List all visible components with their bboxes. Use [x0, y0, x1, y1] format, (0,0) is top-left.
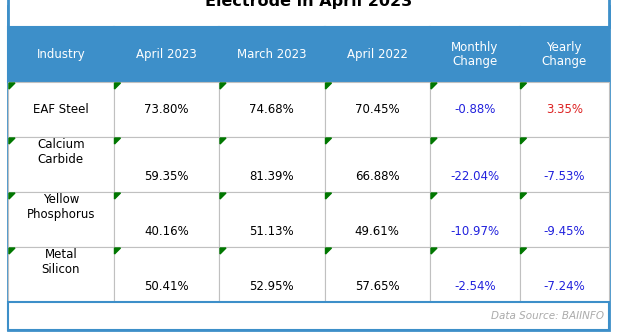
- Polygon shape: [220, 138, 226, 144]
- Bar: [219, 192, 325, 247]
- Bar: [325, 27, 430, 82]
- Text: 3.35%: 3.35%: [546, 103, 583, 116]
- Text: -0.88%: -0.88%: [454, 103, 495, 116]
- Text: 49.61%: 49.61%: [355, 225, 400, 238]
- Text: 57.65%: 57.65%: [355, 280, 400, 293]
- Polygon shape: [9, 193, 15, 199]
- Text: 70.45%: 70.45%: [355, 103, 400, 116]
- Text: -7.53%: -7.53%: [544, 170, 585, 183]
- Text: April 2023: April 2023: [136, 48, 197, 61]
- Text: 74.68%: 74.68%: [249, 103, 294, 116]
- Polygon shape: [326, 83, 331, 89]
- Polygon shape: [9, 248, 15, 254]
- Bar: [219, 27, 325, 82]
- Text: Comparison of Downstream Capacity Utilization Rate of Graphite
Electrode in Apri: Comparison of Downstream Capacity Utiliz…: [14, 0, 603, 9]
- Bar: [325, 137, 430, 192]
- Bar: [8, 27, 114, 82]
- Bar: [114, 137, 219, 192]
- Text: Monthly
Change: Monthly Change: [451, 41, 499, 69]
- Text: EAF Steel: EAF Steel: [33, 103, 89, 116]
- Bar: [520, 137, 609, 192]
- Text: 52.95%: 52.95%: [249, 280, 294, 293]
- Text: Calcium
Carbide: Calcium Carbide: [37, 138, 85, 166]
- Text: Yellow
Phosphorus: Yellow Phosphorus: [27, 194, 95, 221]
- Bar: [520, 82, 609, 137]
- Polygon shape: [220, 193, 226, 199]
- Text: 40.16%: 40.16%: [144, 225, 189, 238]
- Polygon shape: [115, 248, 120, 254]
- Polygon shape: [521, 83, 526, 89]
- Polygon shape: [115, 83, 120, 89]
- Text: 81.39%: 81.39%: [249, 170, 294, 183]
- Bar: [430, 82, 520, 137]
- Bar: [520, 247, 609, 302]
- Bar: [430, 192, 520, 247]
- Bar: [325, 247, 430, 302]
- Text: 73.80%: 73.80%: [144, 103, 189, 116]
- Bar: [219, 247, 325, 302]
- Text: -22.04%: -22.04%: [450, 170, 499, 183]
- Bar: [430, 27, 520, 82]
- Text: March 2023: March 2023: [237, 48, 307, 61]
- Text: Yearly
Change: Yearly Change: [542, 41, 587, 69]
- Text: Industry: Industry: [36, 48, 85, 61]
- Polygon shape: [431, 138, 437, 144]
- Bar: [8, 247, 114, 302]
- Text: Metal
Silicon: Metal Silicon: [41, 248, 80, 277]
- Bar: [8, 82, 114, 137]
- Bar: [114, 192, 219, 247]
- Bar: [430, 137, 520, 192]
- Bar: [114, 82, 219, 137]
- Polygon shape: [326, 248, 331, 254]
- Bar: [8, 137, 114, 192]
- Text: April 2022: April 2022: [347, 48, 408, 61]
- Polygon shape: [9, 138, 15, 144]
- Text: -2.54%: -2.54%: [454, 280, 495, 293]
- Polygon shape: [220, 83, 226, 89]
- Text: Data Source: BAIINFO: Data Source: BAIINFO: [491, 311, 604, 321]
- Polygon shape: [326, 138, 331, 144]
- Bar: [325, 82, 430, 137]
- Text: -10.97%: -10.97%: [450, 225, 499, 238]
- Polygon shape: [431, 83, 437, 89]
- Polygon shape: [326, 193, 331, 199]
- Polygon shape: [220, 248, 226, 254]
- Polygon shape: [431, 248, 437, 254]
- Text: 50.41%: 50.41%: [144, 280, 189, 293]
- Bar: [8, 302, 609, 330]
- Bar: [520, 192, 609, 247]
- Polygon shape: [115, 138, 120, 144]
- Bar: [430, 247, 520, 302]
- Text: -7.24%: -7.24%: [544, 280, 585, 293]
- Bar: [114, 247, 219, 302]
- Polygon shape: [9, 83, 15, 89]
- Text: 66.88%: 66.88%: [355, 170, 400, 183]
- Bar: [114, 27, 219, 82]
- Bar: [219, 137, 325, 192]
- Text: -9.45%: -9.45%: [544, 225, 585, 238]
- Polygon shape: [115, 193, 120, 199]
- Bar: [325, 192, 430, 247]
- Bar: [520, 27, 609, 82]
- Bar: [8, 0, 609, 27]
- Polygon shape: [521, 248, 526, 254]
- Polygon shape: [521, 193, 526, 199]
- Text: 59.35%: 59.35%: [144, 170, 189, 183]
- Bar: [8, 192, 114, 247]
- Bar: [219, 82, 325, 137]
- Text: 51.13%: 51.13%: [249, 225, 294, 238]
- Polygon shape: [431, 193, 437, 199]
- Polygon shape: [521, 138, 526, 144]
